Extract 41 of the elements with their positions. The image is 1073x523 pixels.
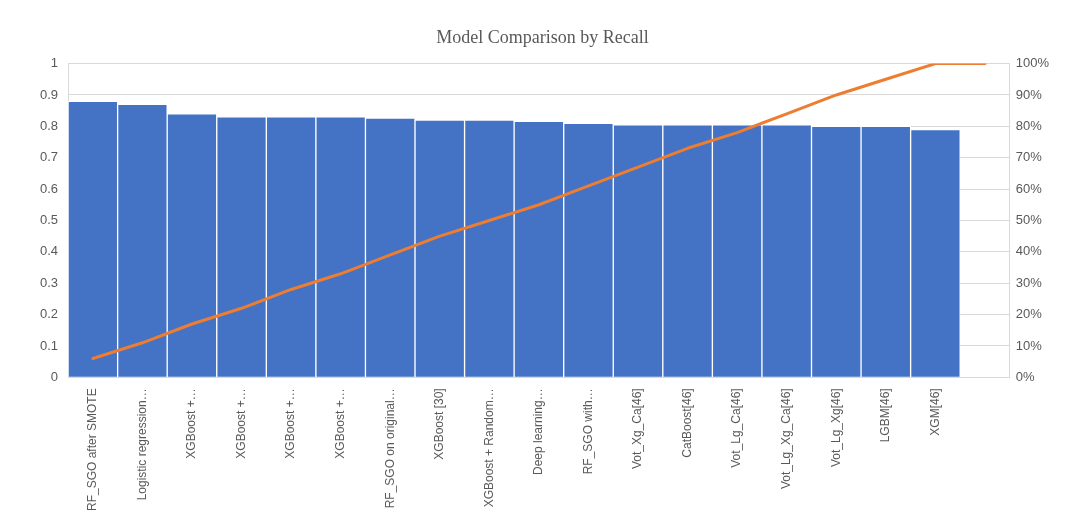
- y-tick-label: 1: [50, 55, 59, 71]
- x-tick-label: Vot_Lg_Ca[46]: [729, 388, 744, 468]
- x-tick-label: XGBoost +…: [233, 388, 248, 459]
- x-tick-label: Logistic regression…: [134, 388, 149, 501]
- y-tick-label: 0.1: [39, 337, 59, 353]
- y2-tick-label: 50%: [1015, 212, 1043, 228]
- y-tick-label: 0.9: [39, 86, 59, 102]
- y-tick-label: 0.8: [39, 117, 59, 133]
- y-tick-label: 0: [50, 368, 59, 384]
- x-tick-label: LGBM[46]: [878, 388, 893, 443]
- chart-title: Model Comparison by Recall: [436, 26, 649, 47]
- x-tick-label: Vot_Xg_Ca[46]: [630, 388, 645, 470]
- y2-tick-label: 20%: [1015, 306, 1043, 322]
- x-tick-label: XGBoost +…: [283, 388, 298, 459]
- y2-tick-label: 80%: [1015, 117, 1043, 133]
- y2-tick-label: 90%: [1015, 86, 1043, 102]
- y2-tick-label: 40%: [1015, 243, 1043, 259]
- y-tick-label: 0.4: [39, 243, 59, 259]
- x-tick-label: RF_SGO with…: [580, 388, 595, 475]
- x-tick-label: XGBoost [30]: [432, 388, 447, 460]
- y-tick-label: 0.5: [39, 212, 59, 228]
- x-tick-label: Deep learning…: [531, 388, 546, 476]
- x-tick-label: RF_SGO on original…: [382, 388, 397, 509]
- y2-tick-label: 100%: [1015, 55, 1050, 71]
- x-tick-label: XGM[46]: [927, 388, 942, 436]
- x-tick-label: XGBoost + Random…: [481, 388, 496, 508]
- x-tick-label: Vot_Lg_Xg_Ca[46]: [779, 388, 794, 490]
- x-tick-label: XGBoost +…: [332, 388, 347, 459]
- x-tick-label: Vot_Lg_Xg[46]: [828, 388, 843, 468]
- y2-tick-label: 10%: [1015, 337, 1043, 353]
- x-tick-label: CatBoost[46]: [679, 388, 694, 458]
- y2-tick-label: 70%: [1015, 149, 1043, 165]
- y-tick-label: 0.6: [39, 180, 59, 196]
- y2-tick-label: 60%: [1015, 180, 1043, 196]
- x-tick-label: XGBoost +…: [184, 388, 199, 459]
- y-tick-label: 0.2: [39, 306, 59, 322]
- y-tick-label: 0.7: [39, 149, 59, 165]
- y-tick-label: 0.3: [39, 274, 59, 290]
- x-tick-label: RF_SGO after SMOTE: [85, 388, 100, 512]
- y2-tick-label: 30%: [1015, 274, 1043, 290]
- y2-tick-label: 0%: [1015, 368, 1035, 384]
